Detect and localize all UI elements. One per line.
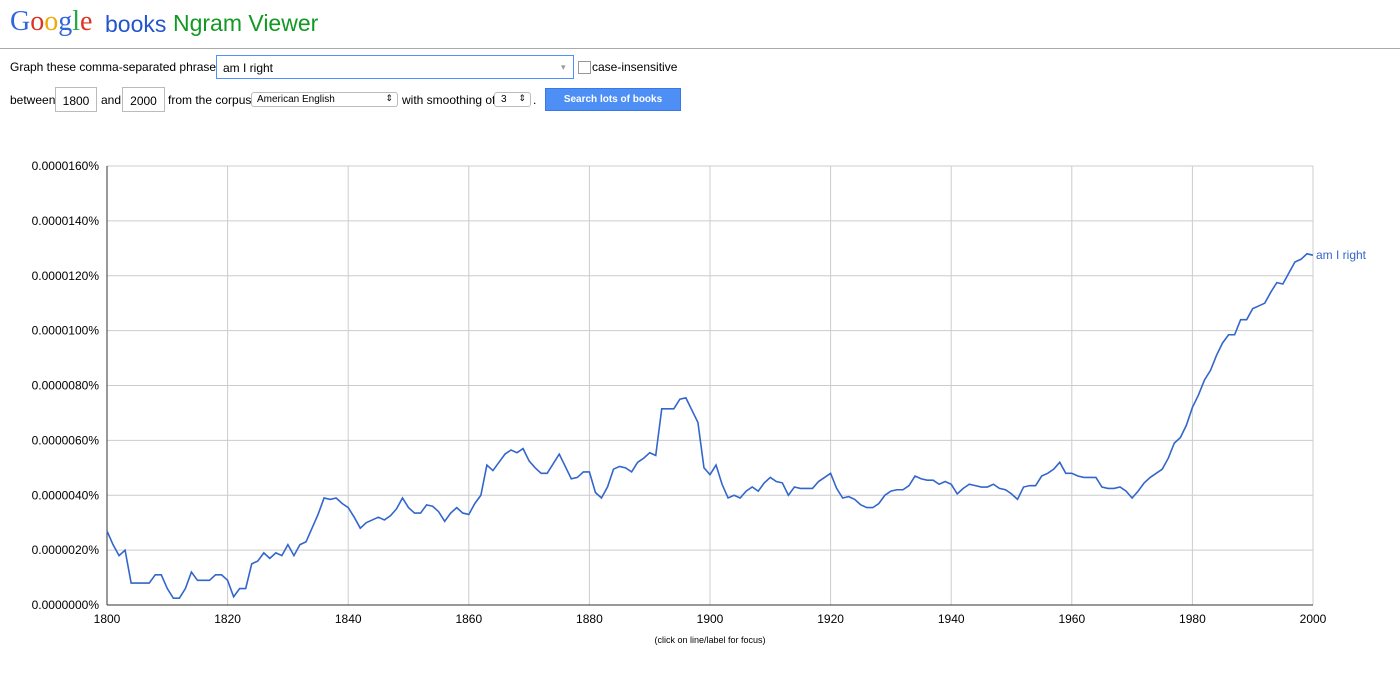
and-label: and	[101, 93, 122, 107]
logo-letter: o	[30, 6, 45, 37]
smoothing-label: with smoothing of	[402, 93, 496, 107]
x-tick-label: 1880	[576, 612, 603, 626]
search-button[interactable]: Search lots of books	[545, 88, 681, 111]
x-tick-label: 1900	[697, 612, 724, 626]
end-year-input[interactable]: 2000	[122, 87, 165, 112]
y-tick-label: 0.0000120%	[32, 269, 100, 283]
x-tick-label: 1980	[1179, 612, 1206, 626]
corpus-select[interactable]: American English ⇕	[251, 92, 398, 107]
y-tick-label: 0.0000000%	[32, 598, 100, 612]
start-year-input[interactable]: 1800	[55, 87, 97, 112]
x-tick-label: 1800	[94, 612, 121, 626]
start-year: 1800	[62, 94, 90, 108]
select-arrow: ⇕	[518, 93, 526, 103]
corpus-label: from the corpus	[168, 93, 252, 107]
series-label[interactable]: am I right	[1316, 248, 1367, 262]
select-arrow: ⇕	[385, 93, 393, 103]
y-tick-label: 0.0000140%	[32, 214, 100, 228]
chart: 0.0000000% 0.0000020% 0.0000040% 0.0000060%…	[32, 159, 1367, 645]
y-tick-label: 0.0000040%	[32, 488, 100, 502]
logo-letter: o	[44, 6, 59, 37]
dropdown-arrow: ▾	[561, 62, 566, 72]
logo-letter: e	[80, 6, 93, 37]
series-line	[106, 252, 1314, 599]
page-title: Ngram Viewer	[173, 10, 319, 36]
y-tick-label: 0.0000100%	[32, 324, 100, 338]
smoothing-value: 3	[501, 94, 507, 105]
phrases-label: Graph these comma-separated phrases:	[10, 60, 226, 74]
x-tick-label: 2000	[1300, 612, 1327, 626]
x-tick-label: 1860	[455, 612, 482, 626]
x-tick-label: 1840	[335, 612, 362, 626]
logo-letter: g	[58, 6, 73, 37]
case-label: case-insensitive	[592, 60, 678, 74]
phrases-input[interactable]: am I right	[216, 55, 574, 79]
x-tick-label: 1820	[214, 612, 241, 626]
x-tick-label: 1920	[817, 612, 844, 626]
case-checkbox[interactable]	[578, 61, 591, 74]
y-tick-label: 0.0000060%	[32, 433, 100, 447]
logo-letter: l	[72, 6, 81, 37]
y-tick-label: 0.0000080%	[32, 379, 100, 393]
smoothing-select[interactable]: 3 ⇕	[494, 92, 531, 107]
header-rule	[0, 48, 1400, 49]
period: .	[533, 93, 537, 107]
chart-note: (click on line/label for focus)	[654, 635, 765, 645]
y-tick-label: 0.0000160%	[32, 159, 100, 173]
corpus-value: American English	[257, 94, 335, 105]
between-label: between	[10, 93, 56, 107]
google-logo[interactable]: Google	[10, 6, 92, 38]
y-tick-label: 0.0000020%	[32, 543, 100, 557]
product-name: books	[105, 11, 167, 37]
phrases-text: am I right	[223, 61, 274, 75]
logo-letter: G	[10, 6, 31, 37]
x-tick-label: 1940	[938, 612, 965, 626]
end-year: 2000	[130, 94, 157, 108]
x-tick-label: 1960	[1058, 612, 1085, 626]
